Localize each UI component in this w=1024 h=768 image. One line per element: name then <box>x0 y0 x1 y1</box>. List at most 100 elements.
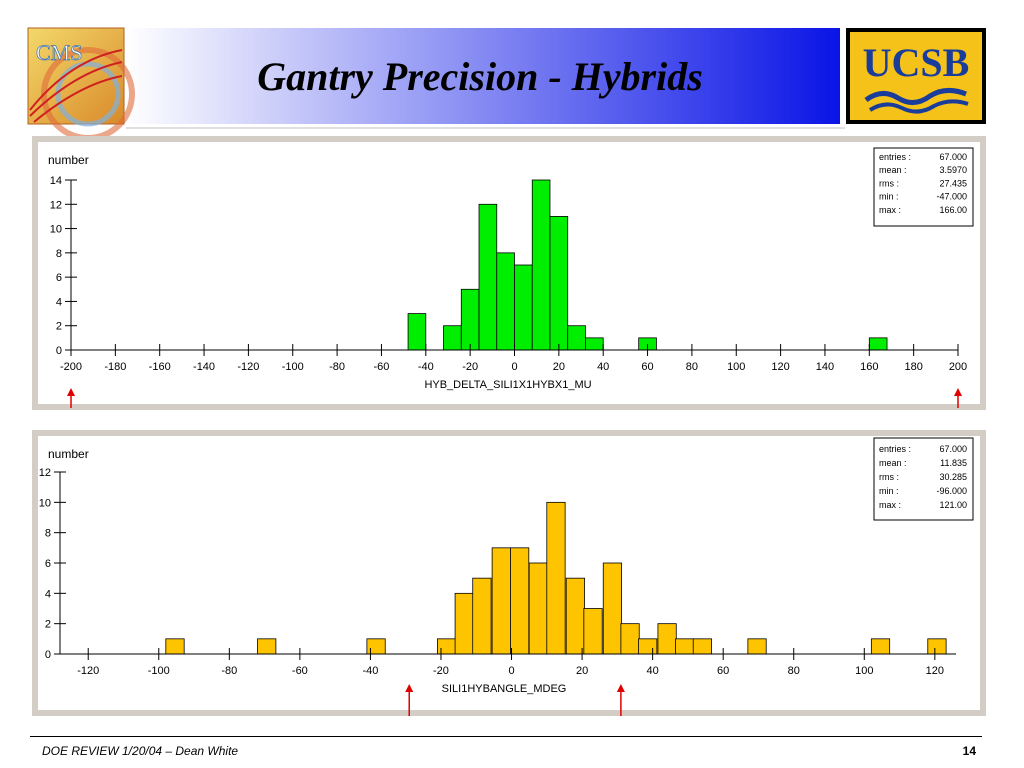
histogram-panel-angle: 0 2 4 6 8 10 12 -120 -100 -80 -60 -40 -20 0 20 40 60 80 10… <box>32 430 986 716</box>
stats-label: mean : <box>879 458 907 468</box>
histogram-bar <box>510 547 530 655</box>
stats-value: -47.000 <box>936 192 967 202</box>
histogram-bar <box>567 325 586 351</box>
y-axis-label: number <box>48 153 89 167</box>
limit-arrow-head <box>405 684 414 692</box>
stats-value: -96.000 <box>936 486 967 496</box>
x-tick-label: -80 <box>221 665 237 677</box>
title-banner <box>126 28 840 124</box>
histogram-bar <box>257 638 277 655</box>
x-tick-label: 100 <box>855 665 873 677</box>
x-axis-label: SILI1HYBANGLE_MDEG <box>442 683 567 695</box>
limit-arrow-head <box>616 684 625 692</box>
x-tick-label: -20 <box>462 361 478 373</box>
x-tick-label: 200 <box>949 361 967 373</box>
stats-label: min : <box>879 192 899 202</box>
y-tick-label: 0 <box>45 649 51 661</box>
histogram-bar <box>583 608 603 655</box>
x-tick-label: -60 <box>292 665 308 677</box>
x-tick-label: 20 <box>553 361 565 373</box>
x-tick-label: -40 <box>362 665 378 677</box>
x-tick-label: -160 <box>149 361 171 373</box>
x-tick-label: -60 <box>373 361 389 373</box>
stats-value: 166.00 <box>939 205 967 215</box>
x-tick-label: 0 <box>508 665 514 677</box>
y-tick-label: 8 <box>56 248 62 260</box>
histogram-bar <box>407 313 427 351</box>
x-tick-label: 100 <box>727 361 745 373</box>
x-tick-label: 0 <box>511 361 517 373</box>
y-tick-label: 12 <box>50 199 62 211</box>
stats-value: 11.835 <box>940 458 967 468</box>
y-tick-label: 2 <box>56 321 62 333</box>
x-tick-label: 120 <box>926 665 944 677</box>
x-tick-label: -200 <box>60 361 82 373</box>
y-tick-label: 4 <box>45 588 51 600</box>
y-tick-label: 6 <box>45 558 51 570</box>
x-tick-label: 80 <box>788 665 800 677</box>
x-axis-label: HYB_DELTA_SILI1X1HYBX1_MU <box>424 379 591 391</box>
x-tick-label: -100 <box>282 361 304 373</box>
y-axis-label: number <box>48 447 89 461</box>
y-tick-label: 6 <box>56 272 62 284</box>
y-tick-label: 10 <box>50 224 62 236</box>
y-tick-label: 14 <box>50 175 62 187</box>
histogram-bar <box>638 638 658 655</box>
histogram-bar <box>531 179 551 351</box>
x-tick-label: -180 <box>104 361 126 373</box>
ucsb-logo-text: UCSB <box>863 40 970 85</box>
stats-label: max : <box>879 205 901 215</box>
stats-value: 67.000 <box>939 152 967 162</box>
histogram-bar <box>496 252 515 351</box>
histogram-bar <box>514 264 533 351</box>
histogram-bar <box>443 325 462 351</box>
y-tick-label: 12 <box>39 467 51 479</box>
stats-value: 3.5970 <box>939 165 967 175</box>
x-tick-label: 120 <box>771 361 789 373</box>
stats-value: 30.285 <box>939 472 967 482</box>
stats-box <box>873 437 974 521</box>
limit-arrow-head <box>67 388 75 396</box>
stats-value: 67.000 <box>939 444 967 454</box>
histogram-bar <box>491 547 511 655</box>
stats-label: min : <box>879 486 899 496</box>
page-number: 14 <box>962 744 976 758</box>
histogram-bar <box>366 638 386 655</box>
histogram-bar <box>868 337 888 351</box>
slide-title: Gantry Precision - Hybrids <box>257 54 703 99</box>
x-tick-label: 20 <box>576 665 588 677</box>
histogram-bar <box>437 638 457 655</box>
x-tick-label: -40 <box>418 361 434 373</box>
histogram-bar <box>454 592 474 655</box>
y-tick-label: 2 <box>45 619 51 631</box>
x-tick-label: 60 <box>717 665 729 677</box>
histogram-bar <box>620 623 640 655</box>
y-tick-label: 0 <box>56 345 62 357</box>
cms-logo-text: CMS <box>36 40 82 65</box>
histogram-bar <box>692 638 712 655</box>
histogram-bar <box>565 577 585 655</box>
limit-arrow-head <box>954 388 962 396</box>
histogram-bar <box>549 216 569 351</box>
ucsb-logo: UCSB <box>846 28 986 124</box>
histogram-bar <box>478 203 498 351</box>
stats-label: rms : <box>879 472 899 482</box>
stats-value: 121.00 <box>939 500 967 510</box>
x-tick-label: 80 <box>686 361 698 373</box>
histogram-bar <box>870 638 891 655</box>
histogram-bar <box>657 623 677 655</box>
x-tick-label: -100 <box>148 665 170 677</box>
histogram-bar <box>927 638 947 655</box>
footer-divider <box>30 736 982 737</box>
histogram-bar <box>602 562 622 655</box>
x-tick-label: 40 <box>597 361 609 373</box>
stats-label: max : <box>879 500 901 510</box>
x-tick-label: 160 <box>860 361 878 373</box>
histogram-bar <box>585 337 604 351</box>
x-tick-label: 140 <box>816 361 834 373</box>
x-tick-label: 180 <box>904 361 922 373</box>
x-tick-label: -120 <box>77 665 99 677</box>
stats-label: rms : <box>879 178 899 188</box>
stats-label: entries : <box>879 444 911 454</box>
